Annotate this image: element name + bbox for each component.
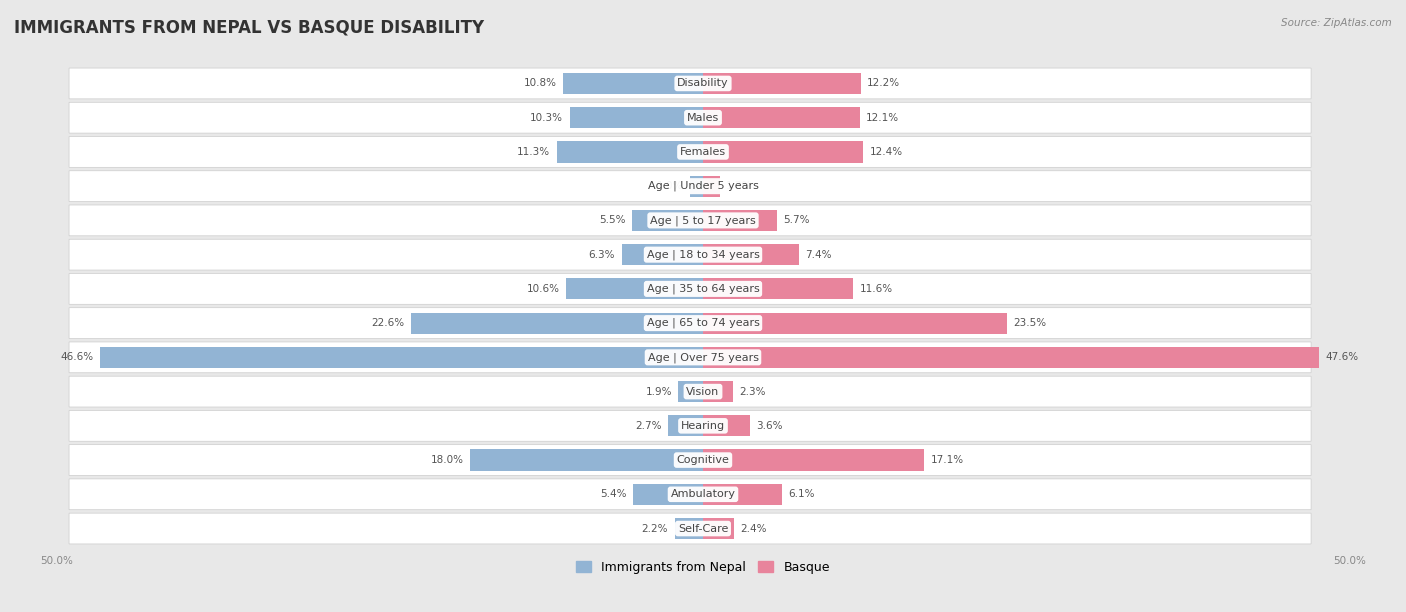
Bar xyxy=(703,381,733,402)
Text: 5.4%: 5.4% xyxy=(600,490,627,499)
Bar xyxy=(703,73,860,94)
Text: 6.1%: 6.1% xyxy=(789,490,815,499)
Text: 46.6%: 46.6% xyxy=(60,353,94,362)
FancyBboxPatch shape xyxy=(69,445,1310,476)
Text: 11.3%: 11.3% xyxy=(517,147,550,157)
Bar xyxy=(569,107,703,129)
Bar xyxy=(703,518,734,539)
Bar xyxy=(703,141,863,163)
FancyBboxPatch shape xyxy=(69,205,1310,236)
FancyBboxPatch shape xyxy=(69,68,1310,99)
Text: 22.6%: 22.6% xyxy=(371,318,404,328)
FancyBboxPatch shape xyxy=(69,171,1310,201)
Bar xyxy=(703,313,1007,334)
Bar xyxy=(675,518,703,539)
Bar xyxy=(703,483,782,505)
Text: 5.7%: 5.7% xyxy=(783,215,810,225)
Bar xyxy=(100,347,703,368)
FancyBboxPatch shape xyxy=(69,136,1310,167)
Bar xyxy=(668,415,703,436)
Text: Disability: Disability xyxy=(678,78,728,89)
Text: 1.9%: 1.9% xyxy=(645,387,672,397)
Text: Source: ZipAtlas.com: Source: ZipAtlas.com xyxy=(1281,18,1392,28)
Bar xyxy=(703,176,720,197)
Text: 2.2%: 2.2% xyxy=(641,523,668,534)
Bar xyxy=(703,244,799,265)
Text: 6.3%: 6.3% xyxy=(589,250,614,259)
Bar xyxy=(470,449,703,471)
Text: 7.4%: 7.4% xyxy=(806,250,832,259)
Bar xyxy=(621,244,703,265)
Text: 2.3%: 2.3% xyxy=(740,387,766,397)
Text: Hearing: Hearing xyxy=(681,421,725,431)
Text: Age | Under 5 years: Age | Under 5 years xyxy=(648,181,758,192)
FancyBboxPatch shape xyxy=(69,411,1310,441)
Text: 1.3%: 1.3% xyxy=(727,181,752,191)
Text: 47.6%: 47.6% xyxy=(1326,353,1358,362)
Text: Vision: Vision xyxy=(686,387,720,397)
Text: 12.4%: 12.4% xyxy=(870,147,903,157)
Text: 23.5%: 23.5% xyxy=(1014,318,1046,328)
Text: Age | 35 to 64 years: Age | 35 to 64 years xyxy=(647,283,759,294)
FancyBboxPatch shape xyxy=(69,342,1310,373)
Text: 10.3%: 10.3% xyxy=(530,113,564,122)
Text: Age | Over 75 years: Age | Over 75 years xyxy=(648,352,758,362)
FancyBboxPatch shape xyxy=(69,308,1310,338)
Text: Age | 5 to 17 years: Age | 5 to 17 years xyxy=(650,215,756,226)
Text: 2.4%: 2.4% xyxy=(741,523,768,534)
Bar xyxy=(703,449,924,471)
Legend: Immigrants from Nepal, Basque: Immigrants from Nepal, Basque xyxy=(571,556,835,579)
Text: 10.6%: 10.6% xyxy=(526,284,560,294)
Text: 3.6%: 3.6% xyxy=(756,421,783,431)
FancyBboxPatch shape xyxy=(69,513,1310,544)
FancyBboxPatch shape xyxy=(69,479,1310,510)
Bar xyxy=(703,347,1319,368)
Text: Age | 18 to 34 years: Age | 18 to 34 years xyxy=(647,250,759,260)
Text: 10.8%: 10.8% xyxy=(524,78,557,89)
Text: Age | 65 to 74 years: Age | 65 to 74 years xyxy=(647,318,759,329)
Text: 18.0%: 18.0% xyxy=(430,455,464,465)
Text: Males: Males xyxy=(688,113,718,122)
Bar xyxy=(690,176,703,197)
Bar xyxy=(557,141,703,163)
Bar xyxy=(633,483,703,505)
Text: 12.2%: 12.2% xyxy=(868,78,900,89)
Text: 2.7%: 2.7% xyxy=(636,421,662,431)
FancyBboxPatch shape xyxy=(69,102,1310,133)
Text: 11.6%: 11.6% xyxy=(859,284,893,294)
Bar xyxy=(703,278,853,299)
Text: Females: Females xyxy=(681,147,725,157)
Bar xyxy=(679,381,703,402)
FancyBboxPatch shape xyxy=(69,239,1310,270)
Bar xyxy=(703,415,749,436)
Text: 17.1%: 17.1% xyxy=(931,455,963,465)
FancyBboxPatch shape xyxy=(69,376,1310,407)
Text: Ambulatory: Ambulatory xyxy=(671,490,735,499)
Bar xyxy=(631,210,703,231)
Text: Cognitive: Cognitive xyxy=(676,455,730,465)
Bar xyxy=(564,73,703,94)
Text: IMMIGRANTS FROM NEPAL VS BASQUE DISABILITY: IMMIGRANTS FROM NEPAL VS BASQUE DISABILI… xyxy=(14,18,484,36)
Bar xyxy=(411,313,703,334)
Text: 12.1%: 12.1% xyxy=(866,113,898,122)
Bar xyxy=(565,278,703,299)
Bar xyxy=(703,210,776,231)
Text: Self-Care: Self-Care xyxy=(678,523,728,534)
Text: 5.5%: 5.5% xyxy=(599,215,626,225)
FancyBboxPatch shape xyxy=(69,274,1310,304)
Bar xyxy=(703,107,859,129)
Text: 1.0%: 1.0% xyxy=(657,181,683,191)
